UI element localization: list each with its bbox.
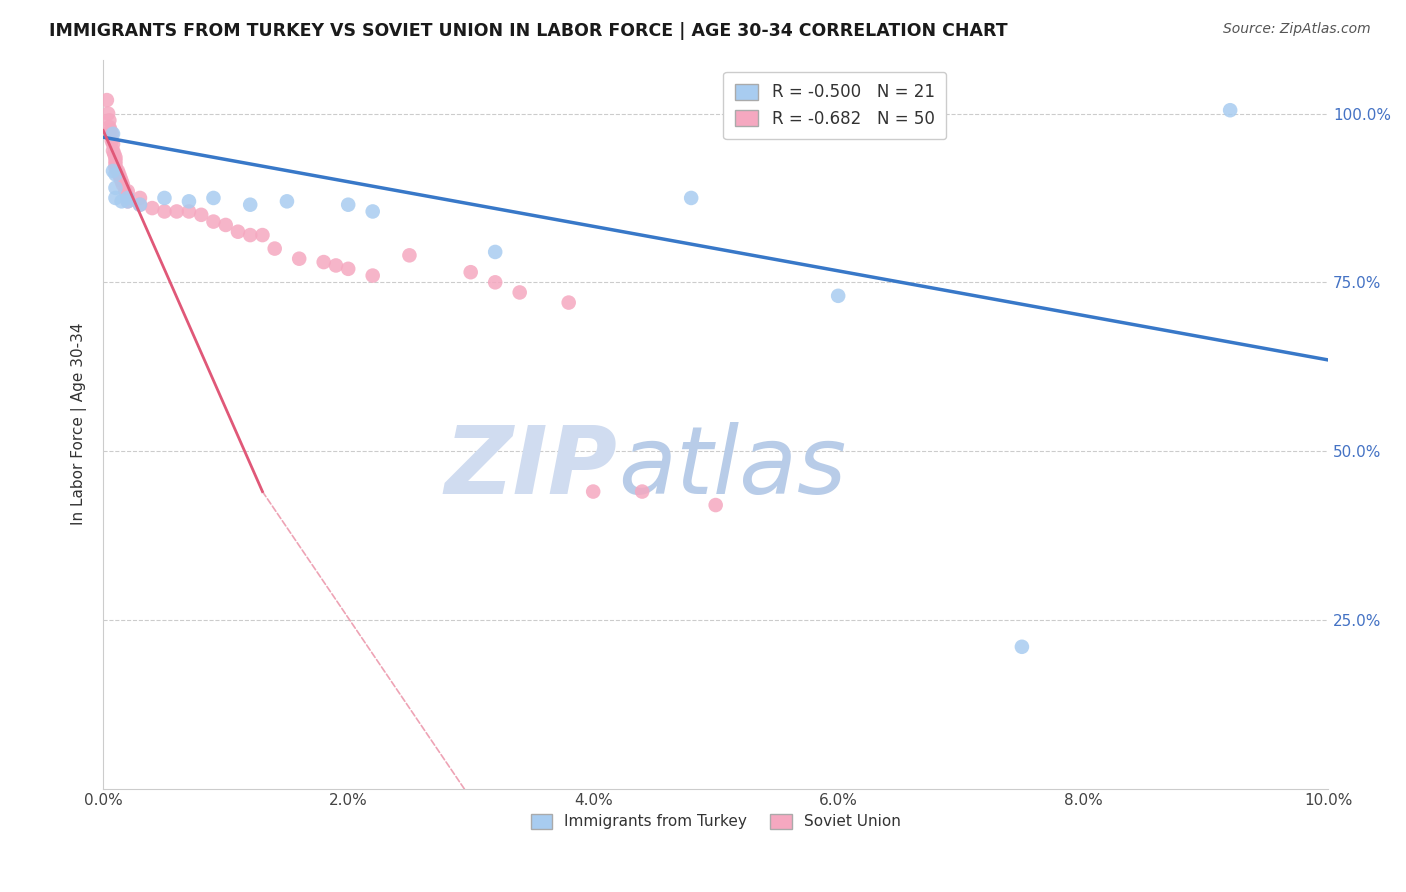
Point xyxy=(325,259,347,273)
Point xyxy=(110,174,132,188)
Point xyxy=(117,184,139,198)
Point xyxy=(215,218,238,232)
Point xyxy=(129,197,152,211)
Point xyxy=(288,252,311,266)
Point xyxy=(103,147,125,161)
Point xyxy=(117,194,139,209)
Point xyxy=(177,204,200,219)
Point xyxy=(101,134,124,148)
Y-axis label: In Labor Force | Age 30-34: In Labor Force | Age 30-34 xyxy=(72,323,87,525)
Point xyxy=(108,167,131,181)
Point xyxy=(202,191,225,205)
Point xyxy=(114,184,136,198)
Point xyxy=(141,201,163,215)
Point xyxy=(101,144,124,158)
Point xyxy=(361,268,384,283)
Point xyxy=(129,197,152,211)
Point xyxy=(153,191,176,205)
Point xyxy=(239,228,262,243)
Point xyxy=(398,248,420,262)
Point xyxy=(239,197,262,211)
Point xyxy=(104,157,127,171)
Point xyxy=(97,106,120,120)
Point xyxy=(557,295,579,310)
Point xyxy=(101,127,124,141)
Point xyxy=(100,123,122,137)
Text: ZIP: ZIP xyxy=(444,422,617,514)
Point xyxy=(190,208,212,222)
Point xyxy=(827,289,849,303)
Point xyxy=(117,194,139,209)
Point xyxy=(631,484,654,499)
Point xyxy=(460,265,482,279)
Point xyxy=(252,228,274,243)
Point xyxy=(202,214,225,228)
Point xyxy=(104,181,127,195)
Point xyxy=(104,191,127,205)
Point xyxy=(681,191,703,205)
Point xyxy=(153,204,176,219)
Point xyxy=(361,204,384,219)
Point xyxy=(177,194,200,209)
Point xyxy=(484,276,506,290)
Point xyxy=(129,191,152,205)
Point xyxy=(1219,103,1241,118)
Point xyxy=(110,194,132,209)
Point xyxy=(104,161,127,175)
Point xyxy=(98,120,121,134)
Point xyxy=(166,204,188,219)
Point xyxy=(509,285,531,300)
Point xyxy=(104,153,127,168)
Point xyxy=(117,191,139,205)
Point xyxy=(110,170,132,185)
Point xyxy=(1011,640,1033,654)
Point xyxy=(484,244,506,259)
Point xyxy=(117,191,139,205)
Text: IMMIGRANTS FROM TURKEY VS SOVIET UNION IN LABOR FORCE | AGE 30-34 CORRELATION CH: IMMIGRANTS FROM TURKEY VS SOVIET UNION I… xyxy=(49,22,1008,40)
Point xyxy=(101,136,124,151)
Point xyxy=(582,484,605,499)
Point xyxy=(101,164,124,178)
Text: Source: ZipAtlas.com: Source: ZipAtlas.com xyxy=(1223,22,1371,37)
Legend: Immigrants from Turkey, Soviet Union: Immigrants from Turkey, Soviet Union xyxy=(524,808,907,836)
Point xyxy=(337,261,360,276)
Point xyxy=(117,191,139,205)
Point xyxy=(276,194,298,209)
Point xyxy=(104,167,127,181)
Point xyxy=(98,113,121,128)
Point xyxy=(107,164,129,178)
Point xyxy=(101,127,124,141)
Point xyxy=(263,242,285,256)
Point xyxy=(226,225,249,239)
Point xyxy=(312,255,335,269)
Point xyxy=(704,498,727,512)
Point xyxy=(96,93,118,107)
Point xyxy=(337,197,360,211)
Point xyxy=(111,178,134,192)
Text: atlas: atlas xyxy=(617,422,846,513)
Point xyxy=(104,151,127,165)
